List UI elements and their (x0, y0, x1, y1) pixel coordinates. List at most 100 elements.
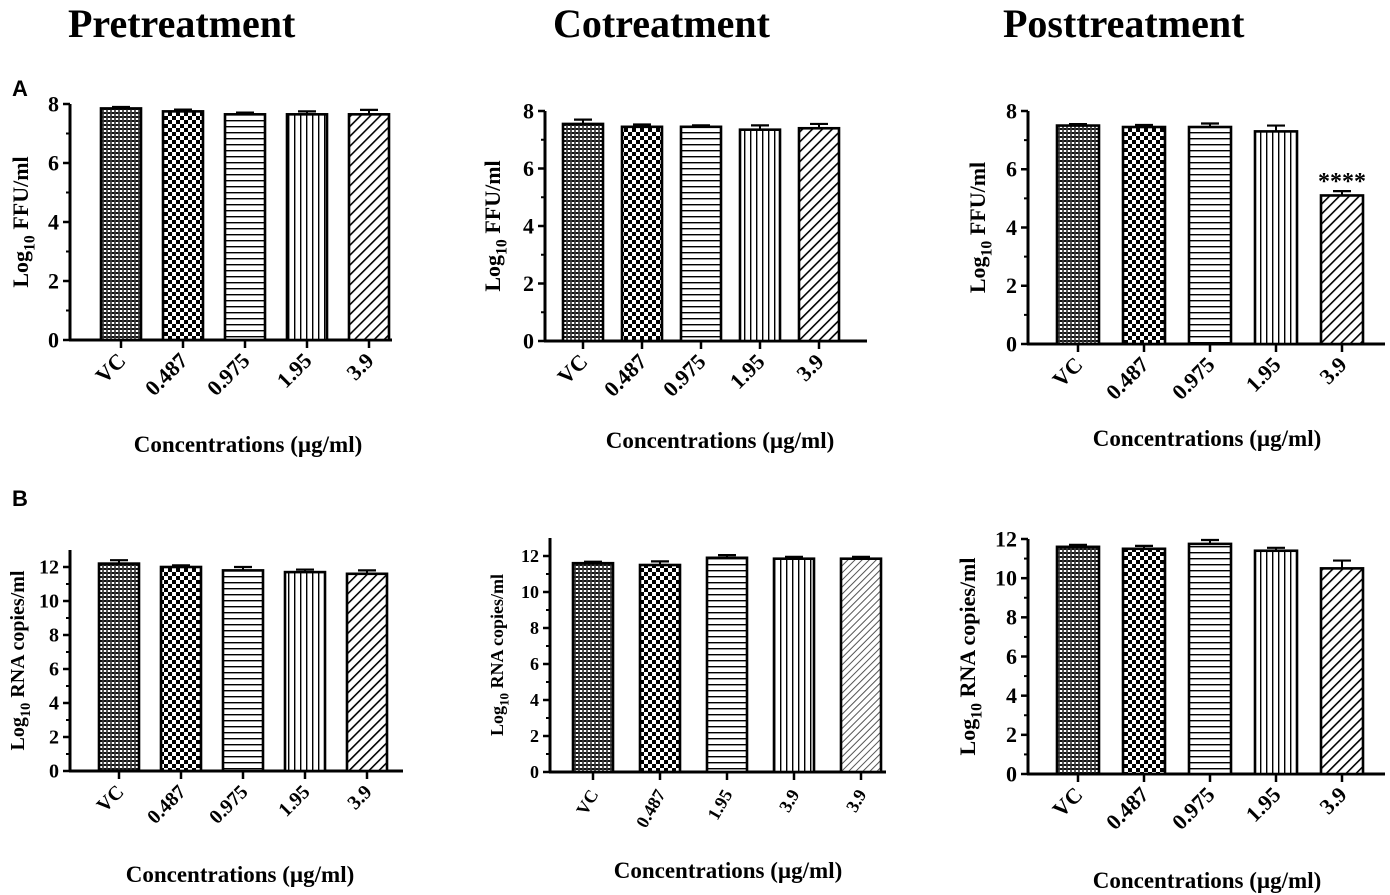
panel-B-pretreatment-ytick-label: 12 (39, 557, 59, 579)
panel-B-pretreatment-ytick-label: 2 (49, 727, 59, 749)
panel-A-cotreatment-category-label-3: 1.95 (725, 349, 770, 394)
panel-B-cotreatment-ytick-label: 8 (530, 618, 539, 638)
panel-B-pretreatment-bar-4 (345, 572, 389, 773)
panel-B-pretreatment-ytick-label: 6 (49, 659, 59, 681)
panel-B-cotreatment-category-label-2: 1.95 (703, 786, 736, 823)
panel-A-cotreatment-ylabel: Log10 FFU/ml (480, 160, 511, 291)
panel-B-pretreatment-category-label-2: 0.975 (205, 781, 252, 828)
panel-B-posttreatment-category-label-2: 0.975 (1167, 782, 1220, 835)
panel-A-pretreatment-ytick-label: 0 (48, 327, 59, 352)
panel-B-cotreatment-bar-2 (705, 556, 749, 774)
panel-A-pretreatment-category-label-1: 0.487 (140, 348, 193, 401)
panel-B-posttreatment-xlabel: Concentrations (µg/ml) (1093, 868, 1322, 893)
panel-B-pretreatment-category-label-1: 0.487 (143, 781, 190, 828)
panel-B-pretreatment-bar-0 (97, 562, 141, 773)
panel-A-posttreatment-ylabel: Log10 FFU/ml (965, 162, 996, 293)
panel-B-cotreatment-ytick-label: 10 (521, 582, 539, 602)
panel-B-cotreatment-ytick-label: 4 (530, 690, 539, 710)
panel-A-pretreatment-bar-3 (285, 113, 329, 342)
panel-B-posttreatment-ytick-label: 12 (995, 526, 1017, 551)
panel-A-cotreatment-bar-0 (561, 122, 605, 343)
panel-A-posttreatment-bar-4 (1319, 194, 1365, 346)
panel-A-pretreatment-category-label-2: 0.975 (202, 348, 255, 401)
panel-A-posttreatment-bar-2 (1187, 125, 1233, 346)
panel-B-posttreatment-ytick-label: 6 (1006, 644, 1017, 669)
panel-B-cotreatment-bar-1 (638, 563, 682, 774)
panel-A-posttreatment-xlabel: Concentrations (µg/ml) (1093, 426, 1322, 451)
panel-B-cotreatment-category-label-0: VC (572, 786, 602, 819)
panel-B-pretreatment-category-label-3: 1.95 (274, 781, 314, 821)
panel-A-pretreatment-ytick-label: 2 (48, 268, 59, 293)
panel-B-pretreatment-xlabel: Concentrations (µg/ml) (126, 862, 355, 887)
panel-B-posttreatment-ytick-label: 10 (995, 565, 1017, 590)
panel-B-pretreatment-ytick-label: 8 (49, 625, 59, 647)
panel-A-posttreatment-bar-3 (1253, 130, 1299, 346)
panel-A-pretreatment-ytick-label: 8 (48, 91, 59, 116)
panel-B-cotreatment-ytick-label: 0 (530, 762, 539, 782)
panel-A-pretreatment-category-label-3: 1.95 (272, 348, 317, 393)
panel-A-pretreatment-bar-2 (223, 113, 267, 342)
panel-B-posttreatment-bar-2 (1187, 542, 1233, 776)
panel-A-pretreatment-xlabel: Concentrations (µg/ml) (134, 432, 363, 457)
panel-A-pretreatment-bar-0 (99, 107, 143, 342)
panel-A-cotreatment-xlabel: Concentrations (µg/ml) (606, 428, 835, 453)
panel-A-cotreatment-category-label-0: VC (552, 349, 592, 389)
panel-B-cotreatment-category-label-4: 3.9 (842, 786, 871, 815)
panel-A-posttreatment-ytick-label: 6 (1006, 157, 1017, 182)
panel-B-cotreatment-bar-3 (772, 557, 816, 774)
panel-B-cotreatment-category-label-3: 3.9 (775, 786, 804, 815)
panel-A-cotreatment-bar-1 (620, 125, 664, 343)
panel-B-posttreatment-bar-0 (1055, 545, 1101, 776)
panel-B-cotreatment-bar-4 (839, 557, 883, 774)
panel-A-posttreatment-ytick-label: 2 (1006, 273, 1017, 298)
panel-A-cotreatment-bar-4 (797, 126, 841, 343)
panel-B-pretreatment-bar-1 (159, 565, 203, 773)
panel-A-cotreatment-ytick-label: 8 (523, 98, 534, 123)
panel-A-cotreatment-bar-3 (738, 128, 782, 343)
row-label-a: A (12, 76, 28, 101)
panel-B-pretreatment-category-label-0: VC (93, 781, 129, 817)
panel-A-pretreatment-category-label-4: 3.9 (341, 348, 378, 385)
panel-B-pretreatment-category-label-4: 3.9 (343, 781, 376, 814)
panel-B-posttreatment-bar-3 (1253, 549, 1299, 776)
panel-B-cotreatment-ytick-label: 6 (530, 654, 539, 674)
panel-B-posttreatment-ytick-label: 8 (1006, 605, 1017, 630)
title-cotreatment: Cotreatment (553, 1, 770, 46)
panel-A-posttreatment-category-label-0: VC (1047, 352, 1087, 392)
panel-A-cotreatment-ytick-label: 0 (523, 328, 534, 353)
panel-A-posttreatment-bar-0 (1055, 124, 1101, 346)
panel-A-posttreatment-ytick-label: 4 (1006, 215, 1017, 240)
panel-B-pretreatment-ylabel: Log10 RNA copies/ml (7, 570, 34, 750)
panel-B-posttreatment-ytick-label: 4 (1006, 683, 1017, 708)
panel-B-cotreatment-ytick-label: 2 (530, 726, 539, 746)
panel-B-pretreatment-bar-3 (283, 570, 327, 773)
panel-B-cotreatment-category-label-1: 0.487 (632, 786, 670, 831)
panel-A-pretreatment-ylabel: Log10 FFU/ml (8, 156, 39, 287)
panel-B-posttreatment-category-label-3: 1.95 (1241, 782, 1286, 827)
panel-A-cotreatment-category-label-2: 0.975 (658, 349, 711, 402)
panel-A-cotreatment-ytick-label: 4 (523, 213, 534, 238)
panel-B-cotreatment-xlabel: Concentrations (µg/ml) (614, 858, 843, 883)
panel-A-cotreatment-category-label-1: 0.487 (599, 349, 652, 402)
panel-B-cotreatment-ytick-label: 12 (521, 546, 539, 566)
panel-A-cotreatment-ytick-label: 6 (523, 156, 534, 181)
panel-A-pretreatment-bar-1 (161, 110, 205, 342)
panel-A-cotreatment-bar-2 (679, 125, 723, 343)
panel-A-pretreatment-ytick-label: 4 (48, 209, 59, 234)
panel-A-posttreatment-significance-4: **** (1318, 169, 1366, 195)
panel-B-posttreatment-bar-4 (1319, 567, 1365, 776)
panel-A-cotreatment-ytick-label: 2 (523, 271, 534, 296)
title-pretreatment: Pretreatment (68, 1, 296, 46)
panel-B-pretreatment-ytick-label: 10 (39, 591, 59, 613)
panel-A-posttreatment-ytick-label: 0 (1006, 331, 1017, 356)
panel-B-pretreatment-ytick-label: 0 (49, 761, 59, 783)
panel-B-posttreatment-ytick-label: 2 (1006, 722, 1017, 747)
panel-B-posttreatment-category-label-1: 0.487 (1101, 782, 1154, 835)
panel-B-cotreatment-ylabel: Log10 RNA copies/ml (487, 574, 511, 736)
panel-B-pretreatment-bar-2 (221, 569, 265, 773)
panel-A-posttreatment-category-label-3: 1.95 (1241, 352, 1286, 397)
panel-A-pretreatment-bar-4 (347, 113, 391, 342)
panel-B-cotreatment-bar-0 (571, 561, 615, 774)
panel-A-posttreatment-bar-1 (1121, 125, 1167, 346)
